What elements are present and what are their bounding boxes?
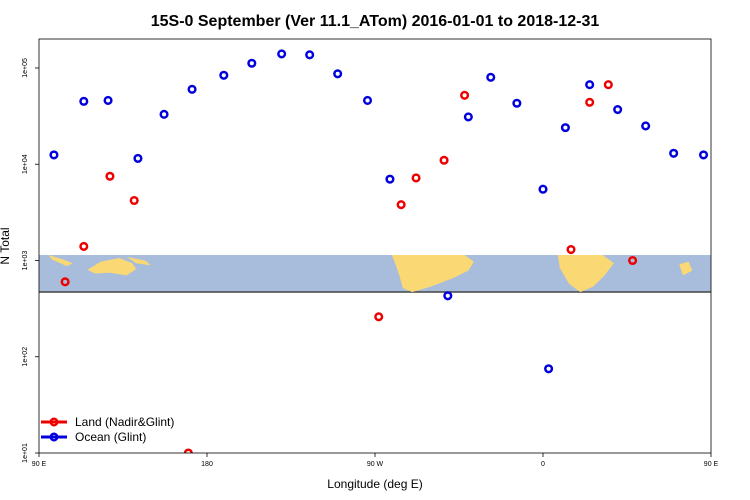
land-point: [79, 241, 89, 251]
ocean-point: [585, 80, 595, 90]
ocean-point: [385, 174, 395, 184]
x-tick-label: 90 E: [32, 461, 47, 468]
ocean-point: [641, 121, 651, 131]
chart-title: 15S-0 September (Ver 11.1_ATom) 2016-01-…: [151, 13, 600, 30]
ocean-point: [79, 96, 89, 106]
ocean-point: [187, 84, 197, 94]
land-point: [105, 171, 115, 181]
ocean-point: [133, 153, 143, 163]
ocean-point: [538, 184, 548, 194]
ocean-point: [159, 109, 169, 119]
land-point: [628, 255, 638, 266]
y-tick-label: 1e+03: [22, 251, 29, 271]
land-point: [183, 448, 193, 453]
land-point: [396, 200, 406, 210]
ocean-point: [512, 98, 522, 108]
ocean-point: [669, 148, 679, 158]
ocean-point: [544, 364, 554, 374]
y-axis: 1e+01 1e+02 1e+03 1e+04 1e+05: [22, 58, 39, 463]
legend-ocean-label: Ocean (Glint): [75, 430, 146, 444]
ocean-point: [333, 69, 343, 79]
x-axis-label: Longitude (deg E): [327, 477, 422, 491]
legend: Land (Nadir&Glint) Ocean (Glint): [41, 415, 174, 444]
ocean-point: [698, 150, 709, 160]
landmass-indonesia: [48, 255, 73, 267]
ocean-point: [443, 291, 453, 301]
y-axis-label: N Total: [0, 227, 12, 264]
ocean-point: [247, 58, 257, 68]
legend-land-marker: [49, 417, 59, 427]
ocean-point: [219, 70, 229, 80]
landmass-new-guinea: [126, 256, 151, 266]
data-points: [49, 49, 741, 453]
x-tick-label: 90 E: [704, 461, 719, 468]
landmass-australia: [87, 258, 137, 276]
land-point: [439, 155, 449, 165]
x-tick-label: 180: [201, 461, 213, 468]
landmass-africa: [557, 255, 614, 293]
land-point: [734, 279, 741, 286]
landmass-south-america: [391, 255, 474, 293]
ocean-point: [49, 150, 59, 160]
ocean-point: [362, 95, 373, 105]
ocean-point: [103, 95, 113, 105]
y-tick-label: 1e+01: [22, 443, 29, 463]
land-point: [603, 80, 613, 90]
y-tick-label: 1e+05: [22, 58, 29, 78]
land-point: [566, 244, 576, 255]
world-map-band: [39, 255, 744, 293]
x-tick-label: 90 W: [367, 461, 384, 468]
land-point: [585, 97, 595, 107]
landmass-madagascar: [679, 261, 693, 276]
ocean-point: [305, 50, 315, 60]
y-tick-label: 1e+02: [22, 347, 29, 367]
land-point: [129, 195, 139, 206]
ocean-point: [277, 49, 287, 59]
land-point: [374, 312, 384, 322]
ocean-point: [463, 112, 473, 122]
y-tick-label: 1e+04: [22, 154, 29, 174]
land-point: [60, 277, 70, 287]
legend-land-label: Land (Nadir&Glint): [75, 415, 174, 429]
land-point: [411, 173, 421, 183]
land-point: [460, 90, 470, 100]
x-axis: 90 E 180 90 W 0 90 E: [32, 453, 719, 468]
landmass-indonesia: [720, 255, 744, 266]
legend-ocean-marker: [49, 432, 59, 442]
ocean-point: [486, 72, 496, 82]
plot-frame: [38, 38, 712, 454]
ocean-point: [560, 123, 570, 133]
ocean-point: [732, 98, 739, 105]
ocean-point: [613, 104, 623, 115]
x-tick-label: 0: [541, 461, 545, 468]
